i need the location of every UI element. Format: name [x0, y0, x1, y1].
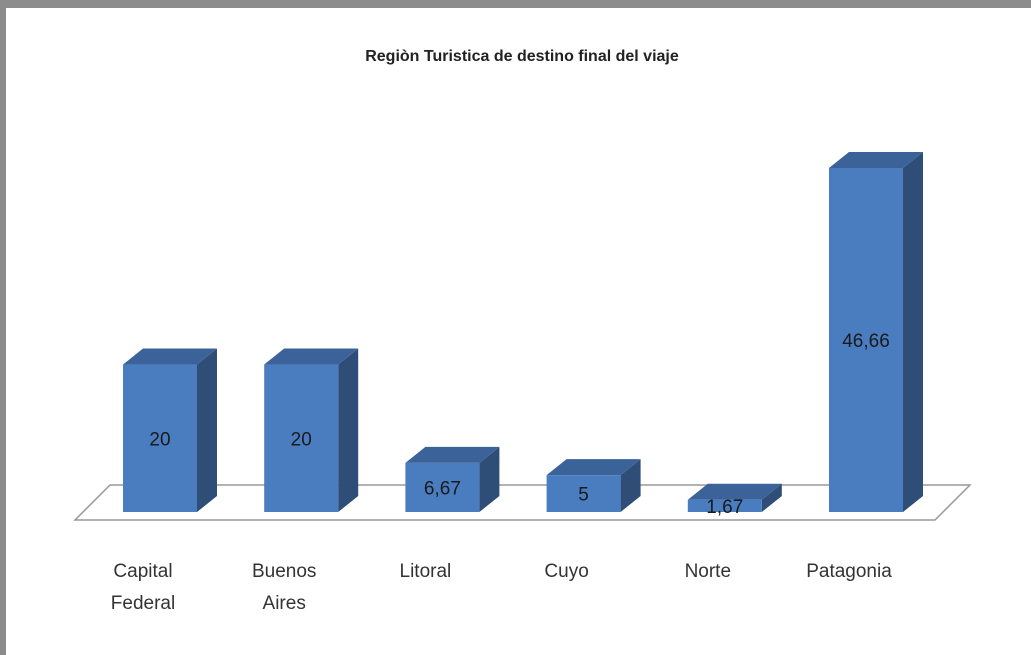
bar-top [123, 348, 217, 365]
data-label: 46,66 [842, 331, 890, 352]
bar-top [405, 446, 500, 463]
bar-side [338, 348, 359, 512]
bar [264, 364, 339, 512]
x-tick-label: Cuyo [544, 561, 589, 582]
data-label: 5 [578, 485, 589, 506]
data-label: 1,67 [706, 497, 743, 518]
data-label: 20 [149, 429, 170, 450]
x-tick-label: Buenos Aires [251, 561, 317, 614]
x-tick-label: Norte [684, 561, 732, 582]
bar-top [829, 152, 923, 168]
bar [829, 168, 903, 512]
bar-top [687, 483, 782, 500]
bar [123, 364, 197, 512]
bar [546, 475, 621, 512]
data-label: 6,67 [424, 478, 461, 499]
bar-top [264, 348, 359, 365]
bar-side [903, 152, 923, 512]
bar-side [197, 348, 217, 512]
data-label: 20 [291, 429, 312, 450]
bar-side [479, 446, 500, 512]
bar-side [620, 459, 641, 512]
x-tick-label: Patagonia [806, 561, 892, 582]
bar-side [761, 483, 782, 512]
bar [687, 499, 762, 512]
bar-top [546, 459, 641, 476]
x-tick-label: Capital Federal [110, 561, 176, 614]
bar [405, 462, 480, 512]
x-tick-label: Litoral [399, 561, 452, 582]
chart-title: Regiòn Turistica de destino final del vi… [365, 48, 679, 65]
